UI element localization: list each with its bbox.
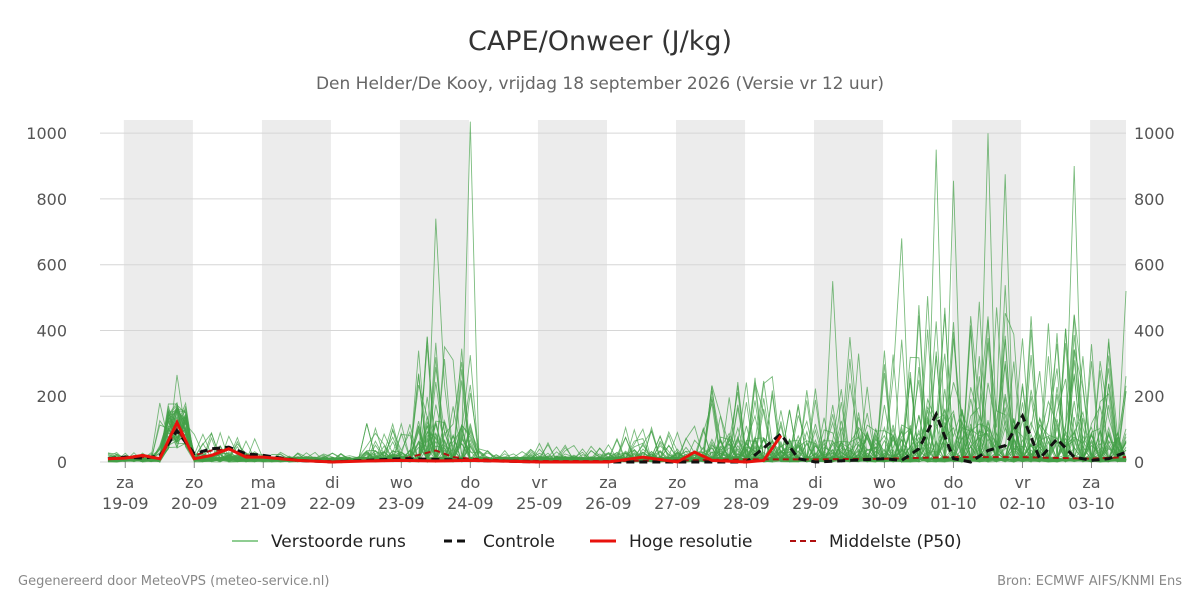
x-tick-date: 02-10 (999, 494, 1046, 513)
x-tick-date: 30-09 (861, 494, 908, 513)
x-tick-day: zo (185, 473, 203, 492)
y-tick-label: 800 (36, 190, 67, 209)
x-tick-date: 25-09 (516, 494, 563, 513)
x-tick-date: 01-10 (930, 494, 977, 513)
x-tick-day: zo (668, 473, 686, 492)
x-tick-date: 29-09 (792, 494, 839, 513)
x-tick-date: 28-09 (723, 494, 770, 513)
x-tick-day: za (1082, 473, 1100, 492)
x-tick-day: za (599, 473, 617, 492)
x-axis: za 19-09 zo 20-09 ma 21-09 di 22-09 wo 23-09 do 24-… (102, 462, 1115, 513)
x-tick-day: vr (531, 473, 547, 492)
legend-label-perturbed: Verstoorde runs (271, 532, 406, 552)
x-tick-day: di (808, 473, 823, 492)
x-tick-date: 26-09 (585, 494, 632, 513)
legend-label-control: Controle (483, 532, 555, 552)
x-tick-day: vr (1014, 473, 1030, 492)
legend-label-hires: Hoge resolutie (629, 532, 753, 552)
weekend-band (814, 120, 884, 462)
x-tick-date: 22-09 (309, 494, 356, 513)
chart-subtitle: Den Helder/De Kooy, vrijdag 18 september… (316, 74, 884, 94)
legend: Verstoorde runs Controle Hoge resolutie … (232, 532, 962, 552)
weekend-band (537, 120, 607, 462)
hires-line (107, 419, 783, 464)
x-tick-date: 20-09 (171, 494, 218, 513)
y-tick-label: 600 (36, 256, 67, 275)
y-tick-label: 0 (57, 453, 67, 472)
footer-credit: Gegenereerd door MeteoVPS (meteo-service… (18, 574, 329, 589)
x-tick-date: 03-10 (1068, 494, 1115, 513)
y-tick-label-right: 0 (1134, 453, 1144, 472)
y-tick-label-right: 1000 (1134, 124, 1175, 143)
x-tick-date: 24-09 (447, 494, 494, 513)
x-tick-day: do (943, 473, 963, 492)
perturbed-run-line (107, 218, 1127, 463)
x-tick-date: 21-09 (240, 494, 287, 513)
x-tick-day: wo (390, 473, 413, 492)
y-tick-label-right: 200 (1134, 387, 1165, 406)
x-tick-day: wo (873, 473, 896, 492)
x-tick-day: ma (734, 473, 759, 492)
y-tick-label: 1000 (26, 124, 67, 143)
y-tick-label-right: 800 (1134, 190, 1165, 209)
y-axis-left: 0 200 400 600 800 1000 (26, 124, 67, 472)
y-tick-label-right: 400 (1134, 321, 1165, 340)
x-tick-day: ma (251, 473, 276, 492)
x-tick-day: do (460, 473, 480, 492)
x-tick-date: 27-09 (654, 494, 701, 513)
chart-title: CAPE/Onweer (J/kg) (468, 26, 732, 57)
x-tick-date: 19-09 (102, 494, 149, 513)
x-tick-date: 23-09 (378, 494, 425, 513)
x-tick-day: za (116, 473, 134, 492)
y-tick-label: 400 (36, 321, 67, 340)
y-tick-label: 200 (36, 387, 67, 406)
y-axis-right: 0 200 400 600 800 1000 (1134, 124, 1175, 472)
y-tick-label-right: 600 (1134, 256, 1165, 275)
main-series (107, 410, 1127, 464)
x-tick-day: di (325, 473, 340, 492)
legend-label-p50: Middelste (P50) (829, 532, 962, 552)
footer-source: Bron: ECMWF AIFS/KNMI Ens (997, 574, 1182, 589)
weekend-band (261, 120, 331, 462)
